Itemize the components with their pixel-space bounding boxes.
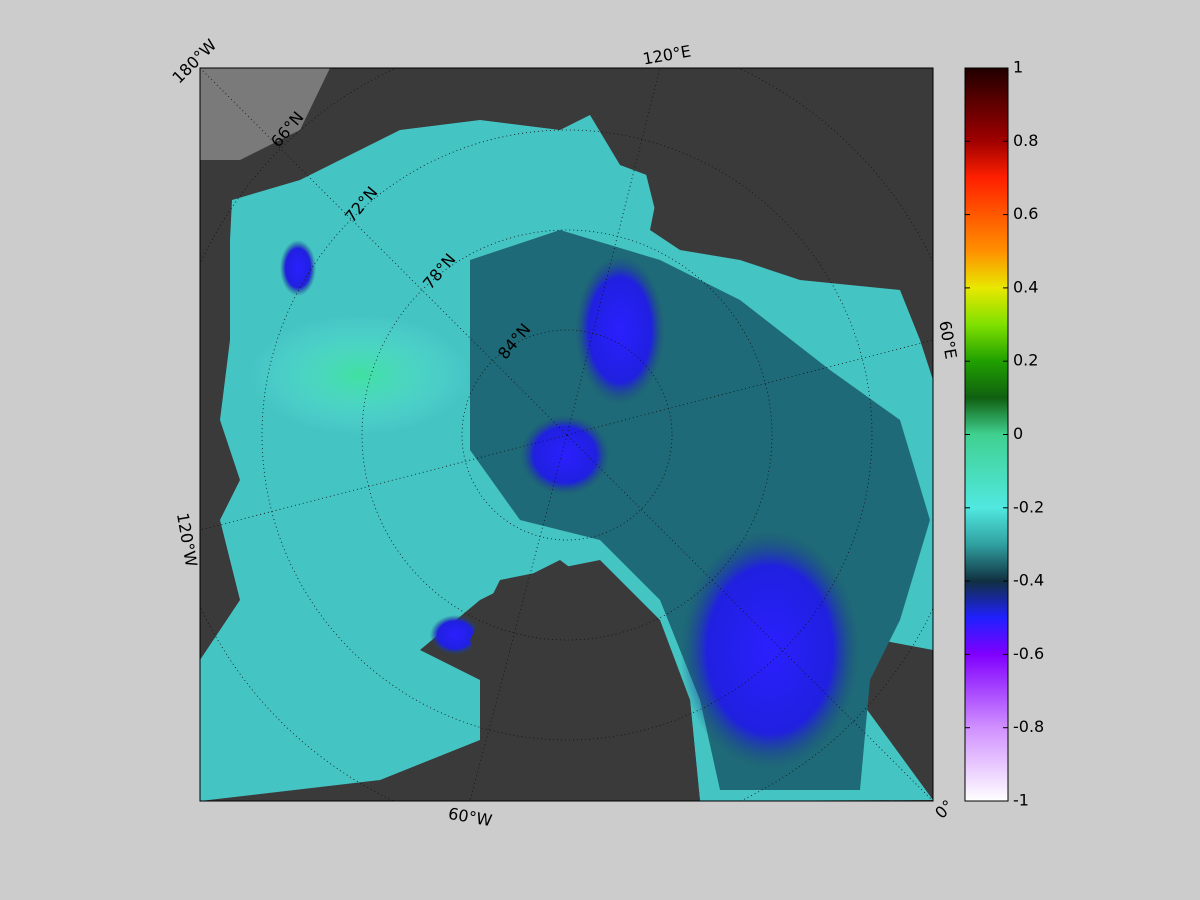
colorbar-tick-label: -0.4: [1013, 571, 1044, 590]
unmapped: [200, 68, 330, 160]
lon-label: 60°E: [935, 319, 960, 360]
colorbar-tick-label: -0.8: [1013, 717, 1044, 736]
map: [200, 68, 933, 801]
colorbar: [964, 67, 1009, 802]
colorbar-tick-label: 1: [1013, 58, 1023, 77]
colorbar-tick-label: 0.2: [1013, 351, 1038, 370]
map-frame: [199, 67, 934, 802]
graticule: [200, 68, 933, 801]
colorbar-tick-label: 0: [1013, 424, 1023, 443]
greenland: [470, 560, 700, 801]
colorbar-tick-label: 0.4: [1013, 277, 1038, 296]
anomaly-low: [520, 415, 610, 495]
colorbar-tick-label: -0.2: [1013, 497, 1044, 516]
anomaly-low: [680, 530, 860, 770]
lon-label: 60°W: [447, 804, 494, 830]
lon-label: 120°W: [173, 511, 201, 568]
colorbar-tick-label: -1: [1013, 791, 1029, 810]
anomaly-high: [250, 315, 470, 435]
colorbar-tick-label: -0.6: [1013, 644, 1044, 663]
colorbar-tick-label: 0.6: [1013, 204, 1038, 223]
lon-label: 120°E: [641, 41, 692, 68]
lon-label: 0°: [931, 796, 957, 822]
colorbar-tick-label: 0.8: [1013, 131, 1038, 150]
siberia: [640, 130, 933, 280]
anomaly-low: [575, 255, 665, 405]
anomaly-low: [430, 615, 480, 655]
anomaly-low: [280, 240, 316, 296]
